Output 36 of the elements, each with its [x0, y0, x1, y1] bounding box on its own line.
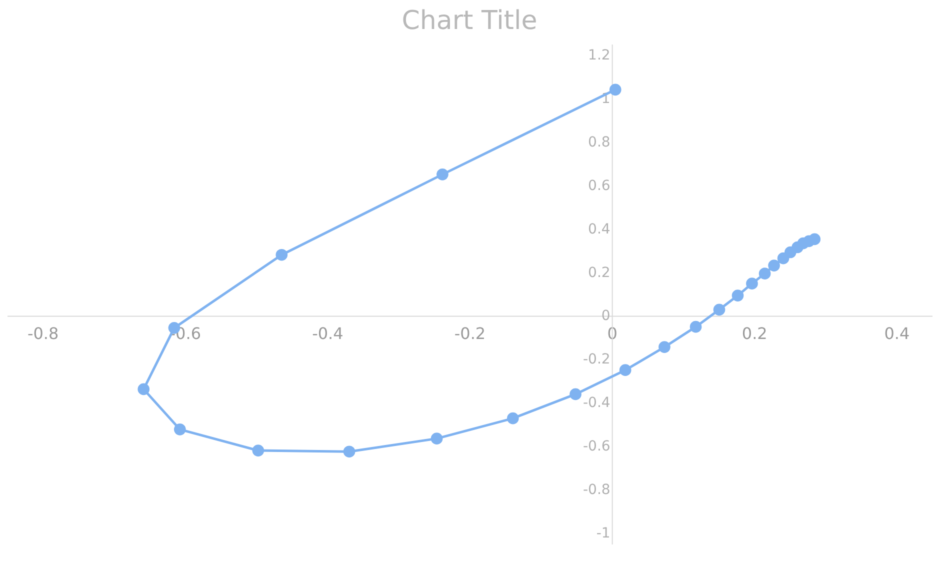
point: [506, 412, 519, 424]
y-tick-label: -0.4: [582, 395, 610, 412]
y-tick-label: -0.6: [582, 438, 610, 455]
point: [758, 268, 771, 280]
y-tick-label: -0.8: [582, 482, 610, 498]
point: [713, 304, 726, 316]
point: [658, 341, 670, 353]
point: [808, 233, 821, 246]
y-tick-label: 0.4: [588, 221, 610, 238]
y-tick-label: -1: [596, 526, 610, 542]
y-tick-label: 0.2: [588, 264, 610, 281]
point: [138, 383, 150, 396]
x-tick-label: -0.2: [454, 324, 486, 344]
y-tick-label: 1.2: [588, 47, 610, 64]
y-tick-label: -0.2: [582, 352, 610, 368]
point: [768, 260, 780, 272]
x-tick-label: 0.4: [884, 324, 910, 344]
point: [609, 84, 622, 96]
x-tick-label: 0.2: [742, 324, 768, 344]
point: [252, 444, 264, 456]
point: [343, 446, 356, 458]
point: [174, 424, 186, 436]
point: [619, 364, 632, 376]
y-tick-label: 0.6: [588, 178, 610, 194]
point: [690, 320, 702, 333]
y-tick-label: 0.8: [588, 134, 610, 150]
point: [436, 168, 448, 180]
point: [570, 388, 582, 400]
y-tick-label: 0: [601, 308, 610, 324]
point: [430, 432, 443, 444]
chart-title: Chart Title: [402, 6, 538, 36]
x-tick-label: -0.4: [312, 324, 344, 344]
x-tick-label: -0.8: [27, 324, 59, 344]
point: [746, 278, 758, 290]
point: [732, 290, 744, 302]
point: [276, 248, 288, 261]
